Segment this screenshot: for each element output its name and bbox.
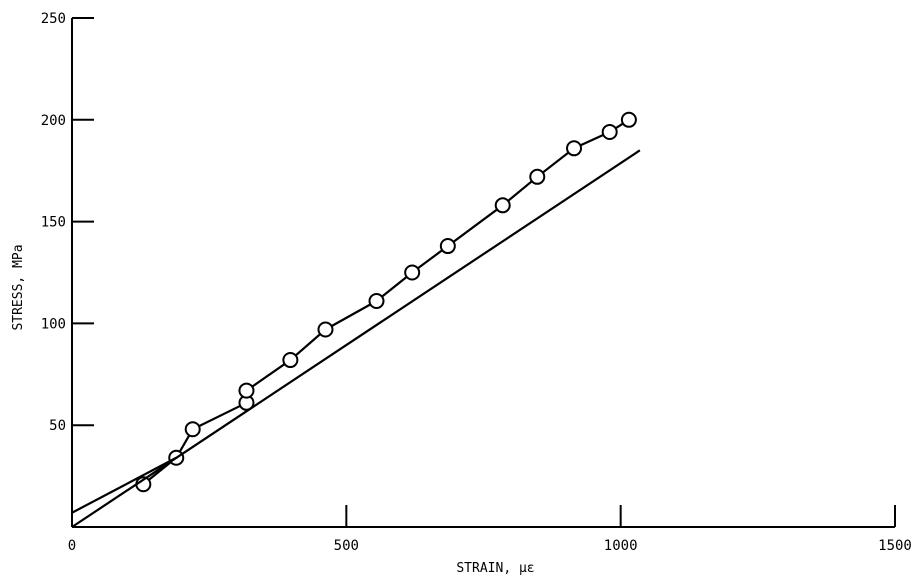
x-tick-label: 0 <box>68 538 76 554</box>
y-axis-title: STRESS, MPa <box>11 244 26 330</box>
data-point-marker <box>566 140 583 157</box>
y-tick-label: 250 <box>41 11 66 27</box>
x-tick-label: 500 <box>334 538 359 554</box>
x-tick-label: 1000 <box>604 538 638 554</box>
y-tick-label: 100 <box>41 316 66 332</box>
data-point-marker <box>494 197 511 214</box>
x-tick-label: 1500 <box>878 538 912 554</box>
labels-layer: STRAIN, µε STRESS, MPa <box>11 244 535 576</box>
series-1-line <box>71 149 641 528</box>
data-point-marker <box>368 293 385 310</box>
data-point-marker <box>404 264 421 281</box>
series-2-line <box>71 456 177 514</box>
data-point-marker <box>620 111 637 128</box>
y-tick-label: 200 <box>41 113 66 129</box>
data-point-marker <box>317 321 334 338</box>
data-point-marker <box>529 168 546 185</box>
x-axis-title: STRAIN, µε <box>456 561 534 576</box>
data-point-marker <box>601 124 618 141</box>
y-tick-label: 150 <box>41 215 66 231</box>
data-point-marker <box>282 352 299 369</box>
data-point-marker <box>238 382 255 399</box>
data-point-marker <box>439 238 456 255</box>
y-tick-label: 50 <box>49 418 66 434</box>
series-layer <box>71 111 641 528</box>
axes-layer: 0 500 1000 1500 50 100 150 200 250 <box>41 11 912 554</box>
data-point-marker <box>184 421 201 438</box>
series-0-line <box>142 118 630 486</box>
